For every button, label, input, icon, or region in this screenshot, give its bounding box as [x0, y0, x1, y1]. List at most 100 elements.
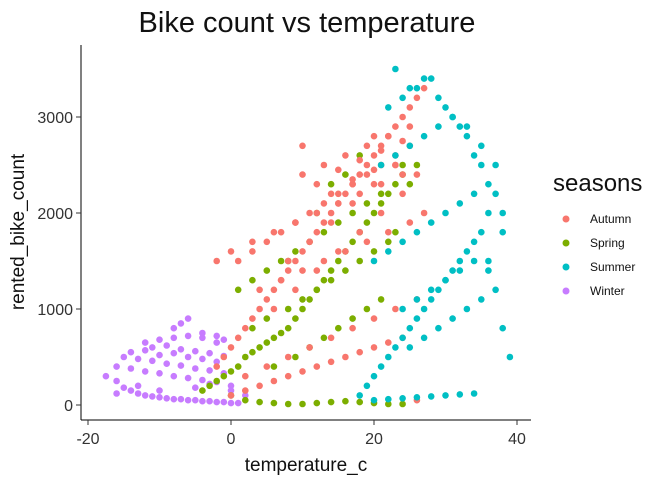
data-point	[199, 355, 206, 363]
data-point	[284, 267, 292, 274]
data-point	[242, 372, 249, 380]
data-point	[470, 257, 478, 265]
data-point	[156, 394, 163, 401]
data-point	[399, 305, 406, 313]
y-tick-label: 0	[64, 398, 73, 415]
data-point	[427, 219, 435, 226]
chart-title: Bike count vs temperature	[139, 7, 476, 39]
data-point	[256, 398, 263, 406]
data-point	[385, 395, 392, 403]
data-point	[299, 305, 306, 313]
data-point	[349, 315, 356, 322]
data-point	[184, 353, 192, 361]
data-point	[242, 353, 249, 361]
data-point	[463, 132, 471, 140]
data-point	[349, 200, 356, 207]
data-point	[292, 219, 299, 226]
legend-title: seasons	[553, 170, 642, 197]
data-point	[399, 400, 406, 408]
data-point	[413, 315, 421, 322]
data-point	[335, 200, 342, 207]
legend-label: Summer	[590, 260, 635, 274]
data-point	[199, 329, 206, 337]
data-point	[406, 104, 414, 111]
data-point	[399, 137, 406, 145]
x-tick-label: 0	[227, 431, 236, 448]
data-point	[242, 396, 249, 404]
data-point	[270, 377, 278, 385]
legend-label: Autumn	[590, 212, 631, 226]
data-point	[270, 334, 278, 342]
data-point	[299, 171, 306, 178]
data-point	[156, 336, 163, 344]
data-point	[342, 190, 349, 198]
data-points	[102, 65, 514, 408]
data-point	[456, 200, 464, 207]
data-point	[335, 190, 342, 198]
data-point	[242, 387, 249, 394]
data-point	[141, 392, 149, 399]
data-point	[320, 200, 328, 207]
data-point	[327, 180, 335, 188]
data-point	[263, 296, 271, 303]
data-point	[349, 209, 356, 217]
x-tick-label: -20	[76, 431, 99, 448]
data-point	[206, 349, 213, 357]
data-point	[356, 398, 364, 406]
data-point	[392, 344, 399, 351]
data-point	[170, 372, 178, 380]
data-point	[335, 219, 342, 226]
data-point	[385, 339, 392, 346]
data-point	[335, 324, 342, 332]
data-point	[277, 276, 285, 284]
data-point	[356, 348, 364, 356]
data-point	[270, 286, 278, 294]
legend-swatch	[562, 287, 570, 295]
data-point	[227, 248, 235, 255]
data-point	[427, 75, 435, 82]
data-point	[313, 286, 321, 294]
data-point	[385, 238, 392, 246]
data-point	[435, 286, 442, 294]
data-point	[356, 392, 364, 399]
x-tick-label: 40	[508, 431, 526, 448]
data-point	[435, 123, 442, 130]
series-autumn	[213, 84, 428, 404]
data-point	[327, 267, 335, 274]
data-point	[327, 276, 335, 284]
data-point	[385, 104, 392, 111]
data-point	[399, 113, 406, 121]
legend-swatch	[562, 239, 570, 247]
data-point	[413, 161, 421, 169]
data-point	[442, 104, 449, 111]
data-point	[463, 248, 471, 255]
data-point	[199, 334, 206, 342]
y-tick-label: 2000	[37, 206, 73, 223]
data-point	[377, 200, 385, 207]
data-point	[356, 156, 364, 164]
data-point	[385, 132, 392, 140]
legend: seasons Autumn Spring Summer Winter	[553, 170, 642, 298]
data-point	[427, 286, 435, 294]
data-point	[192, 347, 199, 355]
data-point	[156, 387, 163, 394]
x-tick-label: 20	[365, 431, 383, 448]
series-spring	[199, 152, 421, 408]
data-point	[177, 395, 185, 403]
data-point	[141, 339, 149, 346]
data-point	[377, 161, 385, 169]
data-point	[499, 228, 507, 236]
data-point	[263, 238, 271, 246]
data-point	[370, 180, 378, 188]
data-point	[377, 209, 385, 217]
y-axis-title: rented_bike_count	[8, 153, 29, 310]
data-point	[485, 267, 492, 274]
data-point	[284, 353, 292, 361]
data-point	[320, 219, 328, 226]
y-tick-label: 1000	[37, 302, 73, 319]
data-point	[277, 228, 285, 236]
data-point	[485, 180, 492, 188]
data-point	[199, 376, 206, 384]
